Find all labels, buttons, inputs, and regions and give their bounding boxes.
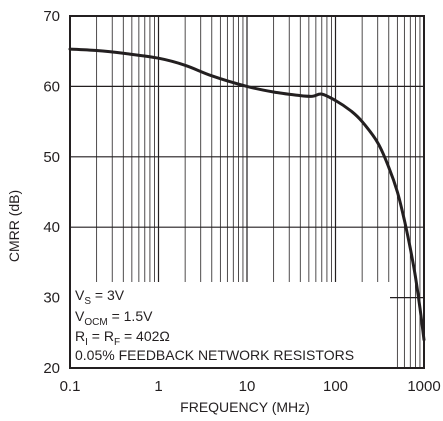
x-axis-label: FREQUENCY (MHz) xyxy=(180,399,310,415)
y-tick-label: 20 xyxy=(43,360,60,377)
y-tick-label: 30 xyxy=(43,290,60,307)
y-tick-label: 50 xyxy=(43,149,60,166)
x-tick-label: 10 xyxy=(239,378,256,395)
cmrr-curve xyxy=(68,47,426,342)
y-axis-label: CMRR (dB) xyxy=(6,190,22,262)
y-tick-label: 40 xyxy=(43,219,60,236)
condition-vs: VS = 3V xyxy=(75,287,125,307)
y-tick-labels: 20 30 40 50 60 70 xyxy=(43,8,60,377)
y-tick-label: 70 xyxy=(43,8,60,25)
x-tick-label: 0.1 xyxy=(60,378,81,395)
conditions-box xyxy=(71,282,390,367)
condition-vocm: VOCM = 1.5V xyxy=(75,308,153,328)
x-tick-label: 100 xyxy=(323,378,348,395)
y-tick-label: 60 xyxy=(43,78,60,95)
condition-resistors: RI = RF = 402Ω xyxy=(75,328,170,348)
x-tick-labels: 0.1 1 10 100 1000 xyxy=(60,378,441,395)
x-tick-label: 1 xyxy=(154,378,162,395)
condition-tolerance: 0.05% FEEDBACK NETWORK RESISTORS xyxy=(75,347,354,363)
x-tick-label: 1000 xyxy=(407,378,440,395)
plot-frame xyxy=(69,15,425,369)
